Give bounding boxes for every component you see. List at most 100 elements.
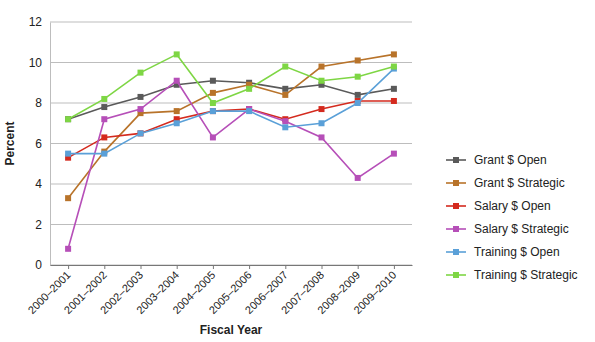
- marker: [282, 86, 288, 92]
- marker: [101, 96, 107, 102]
- marker: [319, 120, 325, 126]
- tick-mark: [177, 265, 178, 269]
- marker: [138, 130, 144, 136]
- marker: [65, 151, 71, 157]
- marker: [282, 124, 288, 130]
- marker: [210, 134, 216, 140]
- marker: [65, 116, 71, 122]
- marker: [65, 116, 71, 122]
- marker: [319, 134, 325, 140]
- grid-line: [50, 22, 412, 23]
- marker: [138, 70, 144, 76]
- marker: [391, 64, 397, 70]
- series-line: [68, 81, 394, 119]
- marker: [319, 64, 325, 70]
- tick-mark: [285, 265, 286, 269]
- tick-mark: [213, 265, 214, 269]
- marker: [355, 175, 361, 181]
- tick: 6: [35, 137, 50, 151]
- marker: [210, 108, 216, 114]
- legend-marker: [453, 226, 459, 232]
- marker: [210, 108, 216, 114]
- tick: 8: [35, 96, 50, 110]
- tick-mark: [68, 265, 69, 269]
- grid-line: [50, 143, 412, 144]
- grid-line: [50, 224, 412, 225]
- axis-line: [50, 23, 51, 266]
- series-line: [68, 54, 394, 119]
- marker: [174, 78, 180, 84]
- chart: 0 2 4 6 8 10 12 2000–20012001–20022002–20032003…: [0, 0, 595, 342]
- tick-mark: [394, 265, 395, 269]
- y-axis: 0 2 4 6 8 10 12: [29, 15, 51, 272]
- legend-label: Training $ Open: [474, 245, 560, 259]
- legend-label: Training $ Strategic: [474, 268, 578, 282]
- marker: [246, 86, 252, 92]
- marker: [282, 118, 288, 124]
- tick-mark: [322, 265, 323, 269]
- legend-item: Salary $ Open: [446, 199, 551, 213]
- tick-mark: [249, 265, 250, 269]
- tick: 0: [35, 258, 50, 272]
- marker: [174, 51, 180, 57]
- marker: [210, 78, 216, 84]
- tick: 2: [35, 218, 50, 232]
- marker: [65, 246, 71, 252]
- marker: [282, 92, 288, 98]
- tick-mark: [141, 265, 142, 269]
- marker: [319, 106, 325, 112]
- series-line: [68, 69, 394, 154]
- marker: [174, 108, 180, 114]
- marker: [138, 130, 144, 136]
- tick: 12: [29, 15, 50, 29]
- marker: [355, 57, 361, 63]
- tick-label: 4: [35, 177, 42, 191]
- legend-item: Grant $ Strategic: [446, 176, 565, 190]
- marker: [391, 98, 397, 104]
- legend-label: Grant $ Strategic: [474, 176, 565, 190]
- grid: [50, 22, 412, 265]
- y-axis-title: Percent: [3, 121, 17, 165]
- marker: [138, 94, 144, 100]
- marker: [101, 134, 107, 140]
- legend-marker: [453, 203, 459, 209]
- grid-line: [50, 184, 412, 185]
- tick-label: 2: [35, 218, 42, 232]
- marker: [391, 151, 397, 157]
- legend-marker: [453, 180, 459, 186]
- marker: [391, 51, 397, 57]
- tick-mark: [358, 265, 359, 269]
- tick-label: 2009–2010: [351, 269, 398, 316]
- marker: [174, 120, 180, 126]
- tick-label: 8: [35, 96, 42, 110]
- x-axis: 2000–20012001–20022002–20032003–20042004…: [25, 265, 412, 316]
- legend-label: Salary $ Open: [474, 199, 551, 213]
- x-axis-title: Fiscal Year: [200, 323, 263, 337]
- legend-marker: [453, 249, 459, 255]
- legend-marker: [453, 272, 459, 278]
- marker: [101, 104, 107, 110]
- legend-label: Grant $ Open: [474, 153, 547, 167]
- tick: 10: [29, 56, 50, 70]
- legend-item: Salary $ Strategic: [446, 222, 569, 236]
- marker: [282, 64, 288, 70]
- legend-item: Grant $ Open: [446, 153, 547, 167]
- marker: [355, 92, 361, 98]
- legend-label: Salary $ Strategic: [474, 222, 569, 236]
- marker: [391, 86, 397, 92]
- marker: [246, 108, 252, 114]
- legend: Grant $ Open Grant $ Strategic Salary $ Op…: [446, 153, 578, 282]
- series-line: [68, 81, 394, 249]
- legend-item: Training $ Open: [446, 245, 560, 259]
- marker: [65, 195, 71, 201]
- marker: [138, 106, 144, 112]
- marker: [210, 90, 216, 96]
- tick-label: 0: [35, 258, 42, 272]
- tick-mark: [104, 265, 105, 269]
- tick-label: 12: [29, 15, 43, 29]
- marker: [355, 100, 361, 106]
- tick-label: 6: [35, 137, 42, 151]
- marker: [101, 151, 107, 157]
- plot-area: [65, 51, 397, 251]
- tick-label: 10: [29, 56, 43, 70]
